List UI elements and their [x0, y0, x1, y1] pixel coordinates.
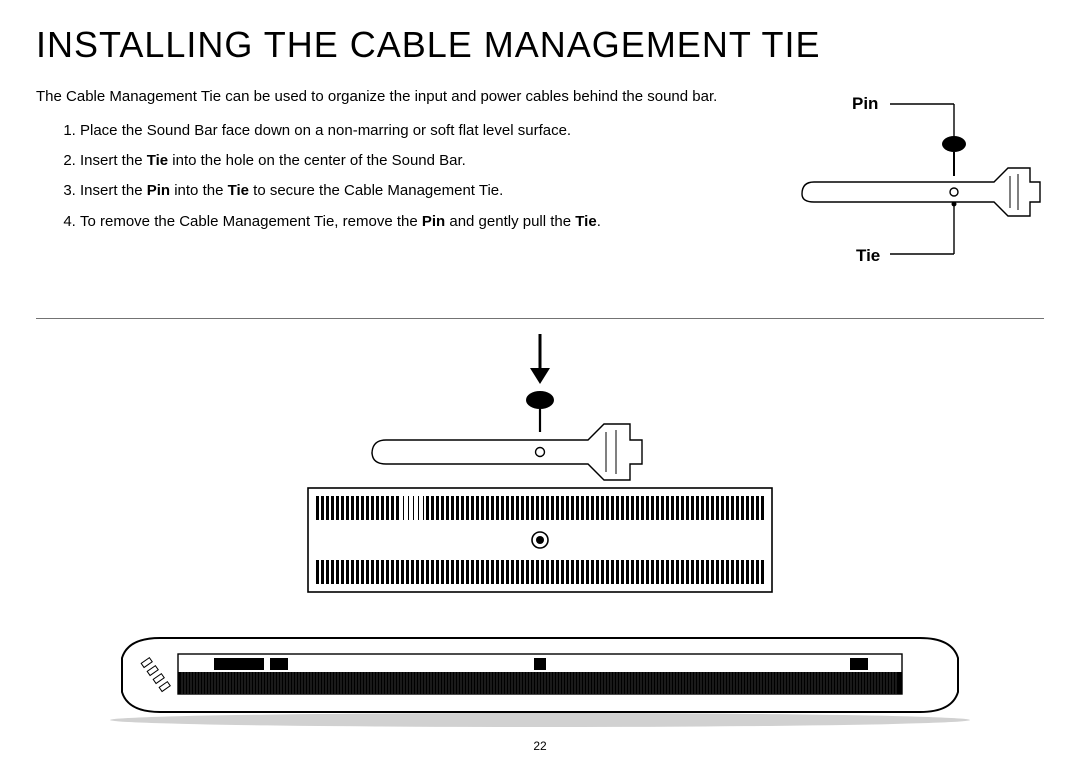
page-title: INSTALLING THE CABLE MANAGEMENT TIE — [36, 24, 1044, 66]
step-3-b2: Tie — [228, 182, 249, 199]
step-3-b1: Pin — [147, 182, 170, 199]
step-4-post: . — [597, 213, 601, 230]
step-2: Insert the Tie into the hole on the cent… — [80, 151, 796, 171]
step-4-b1: Pin — [422, 213, 445, 230]
section-divider — [36, 318, 1044, 319]
step-1: Place the Sound Bar face down on a non-m… — [80, 121, 796, 141]
callout-diagram: Pin Tie — [784, 84, 1044, 284]
instruction-list: Place the Sound Bar face down on a non-m… — [36, 121, 796, 232]
intro-text: The Cable Management Tie can be used to … — [36, 88, 736, 107]
step-3-post: to secure the Cable Management Tie. — [249, 182, 503, 199]
page-number: 22 — [0, 739, 1080, 753]
pin-label: Pin — [852, 94, 878, 114]
step-1-text: Place the Sound Bar face down on a non-m… — [80, 122, 571, 139]
main-diagram-svg — [0, 328, 1080, 738]
step-4: To remove the Cable Management Tie, remo… — [80, 212, 796, 232]
step-3-mid: into the — [170, 182, 228, 199]
main-diagram — [0, 328, 1080, 735]
step-4-b2: Tie — [575, 213, 596, 230]
step-4-mid: and gently pull the — [445, 213, 575, 230]
step-2-b1: Tie — [147, 152, 168, 169]
step-4-pre: To remove the Cable Management Tie, remo… — [80, 213, 422, 230]
tie-label: Tie — [856, 246, 880, 266]
step-2-pre: Insert the — [80, 152, 147, 169]
callout-svg — [784, 84, 1044, 284]
step-3-pre: Insert the — [80, 182, 147, 199]
step-2-mid: into the hole on the center of the Sound… — [168, 152, 466, 169]
step-3: Insert the Pin into the Tie to secure th… — [80, 181, 796, 201]
